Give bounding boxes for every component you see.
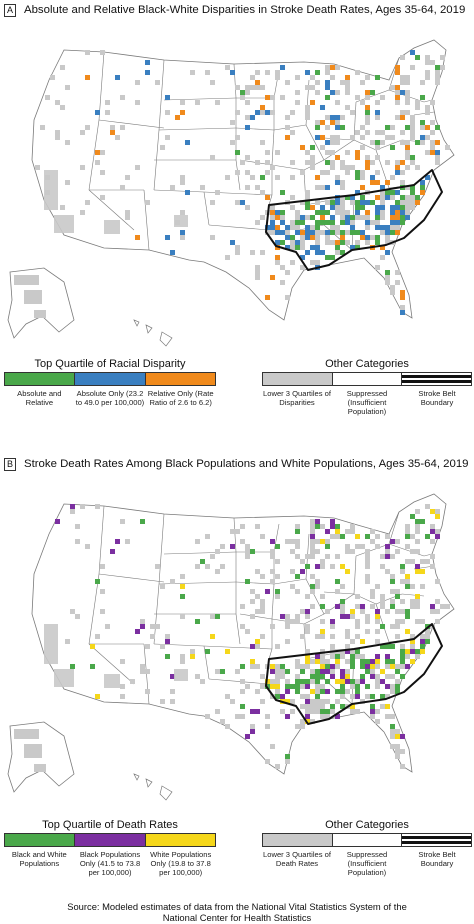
- panel-a-letter: A: [4, 3, 16, 17]
- panel-a-legend-right-title: Other Categories: [325, 358, 409, 370]
- stroke-belt-boundary: [265, 169, 443, 271]
- map-layer: [7, 493, 455, 801]
- panel-a-swatch-belt: [402, 373, 472, 385]
- county-cells: [14, 50, 450, 318]
- panel-b-swatch-lower: [263, 834, 333, 846]
- panel-b-legend-right-labels: Lower 3 Quartiles of Death Rates Suppres…: [262, 849, 472, 877]
- panel-b-legend-label-suppressed: Suppressed (Insufficient Population): [346, 850, 388, 877]
- panel-b-legend-label-belt: Stroke Belt Boundary: [418, 850, 456, 868]
- stroke-belt-boundary: [265, 623, 443, 725]
- panel-a-legend-label-suppressed: Suppressed (Insufficient Population): [346, 389, 388, 416]
- source-line-2: National Center for Health Statistics: [162, 912, 312, 923]
- panel-a-legend-left-labels: Absolute and Relative Absolute Only (23.…: [4, 388, 216, 407]
- panel-a-legend-left-bar: [4, 372, 216, 386]
- panel-a-swatch-lower: [263, 373, 333, 385]
- panel-b-swatch-1: [5, 834, 76, 846]
- panel-b-legend-label-1: Black and White Populations: [11, 850, 67, 868]
- panel-a-legend-label-3: Relative Only (Rate Ratio of 2.6 to 6.2): [147, 389, 214, 407]
- source-note: Source: Modeled estimates of data from t…: [0, 901, 474, 923]
- panel-b-swatch-belt: [402, 834, 472, 846]
- panel-a-legend-label-belt: Stroke Belt Boundary: [418, 389, 456, 407]
- hawaii-outline: [133, 319, 173, 347]
- panel-b-letter: B: [4, 457, 16, 471]
- panel-b-legend-left-title: Top Quartile of Death Rates: [42, 819, 178, 831]
- panel-b-swatch-2: [75, 834, 146, 846]
- panel-b-legend-left-labels: Black and White Populations Black Popula…: [4, 849, 216, 877]
- panel-a-header: A Absolute and Relative Black-White Disp…: [4, 2, 472, 18]
- panel-b-swatch-3: [145, 834, 215, 846]
- panel-b-legend-left-bar: [4, 833, 216, 847]
- county-cells: [14, 504, 450, 772]
- hawaii-outline: [133, 773, 173, 801]
- panel-b-header: B Stroke Death Rates Among Black Populat…: [4, 456, 472, 472]
- panel-a-swatch-1: [5, 373, 76, 385]
- panel-b-map: [7, 493, 455, 801]
- panel-b-legend-right-title: Other Categories: [325, 819, 409, 831]
- panel-b-legend-label-2: Black Populations Only (41.5 to 73.8 per…: [79, 850, 141, 877]
- panel-a-map: [7, 39, 455, 347]
- panel-a-swatch-suppressed: [332, 373, 403, 385]
- panel-b-swatch-suppressed: [332, 834, 403, 846]
- panel-b-legend-label-3: White Populations Only (19.8 to 37.8 per…: [150, 850, 212, 877]
- panel-a-title: Absolute and Relative Black-White Dispar…: [24, 4, 466, 16]
- panel-a-legend-left-title: Top Quartile of Racial Disparity: [34, 358, 186, 370]
- panel-a-legend-label-1: Absolute and Relative: [17, 389, 62, 407]
- map-layer: [7, 39, 455, 347]
- panel-a-legend-right-bar: [262, 372, 472, 386]
- panel-b-legend-label-lower: Lower 3 Quartiles of Death Rates: [263, 850, 331, 868]
- panel-a-legend-label-lower: Lower 3 Quartiles of Disparities: [263, 389, 331, 407]
- panel-a-swatch-3: [145, 373, 215, 385]
- panel-a-legend-label-2: Absolute Only (23.2 to 49.0 per 100,000): [75, 389, 145, 407]
- panel-a-swatch-2: [75, 373, 146, 385]
- panel-b-legend-right-bar: [262, 833, 472, 847]
- panel-a-legend-right-labels: Lower 3 Quartiles of Disparities Suppres…: [262, 388, 472, 416]
- source-line-1: Source: Modeled estimates of data from t…: [67, 901, 407, 912]
- panel-b-title: Stroke Death Rates Among Black Populatio…: [24, 458, 469, 470]
